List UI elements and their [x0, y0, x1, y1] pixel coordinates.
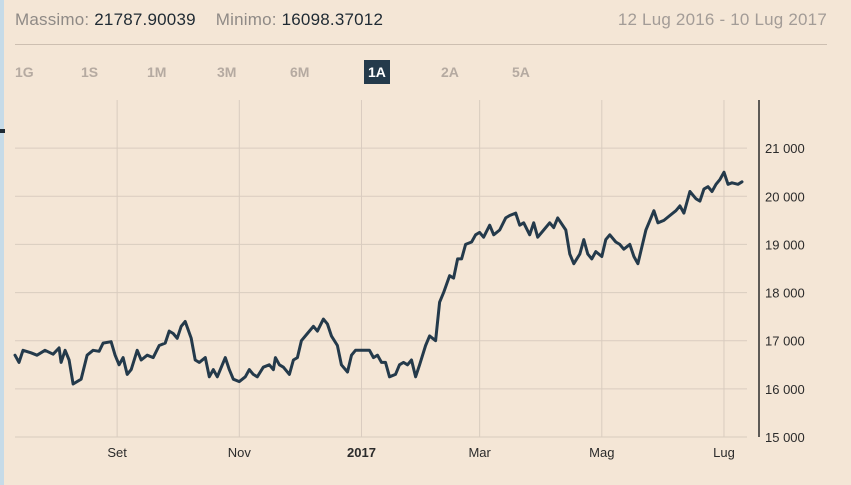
y-tick-label: 21 000 [765, 141, 805, 156]
tab-1m[interactable]: 1M [147, 64, 167, 80]
max-stat: Massimo: 21787.90039 [15, 10, 196, 30]
y-tick-label: 20 000 [765, 189, 805, 204]
x-tick-label: Nov [228, 445, 252, 460]
x-tick-label: Set [107, 445, 127, 460]
tab-1s[interactable]: 1S [81, 64, 99, 80]
y-tick-label: 19 000 [765, 237, 805, 252]
tab-3m[interactable]: 3M [217, 64, 237, 80]
y-tick-label: 18 000 [765, 286, 805, 301]
min-label: Minimo: [215, 10, 277, 29]
line-chart: 15 000 16 000 17 000 18 000 19 000 20 000 21 0… [13, 100, 805, 460]
chart-area: 15 000 16 000 17 000 18 000 19 000 20 000 21 0… [0, 95, 851, 470]
min-stat: Minimo: 16098.37012 [216, 10, 383, 30]
x-tick-label: Mag [589, 445, 614, 460]
tab-5a[interactable]: 5A [512, 64, 530, 80]
max-value: 21787.90039 [94, 10, 196, 29]
y-tick-label: 17 000 [765, 334, 805, 349]
max-label: Massimo: [15, 10, 90, 29]
tab-6m[interactable]: 6M [290, 64, 310, 80]
tab-2a[interactable]: 2A [441, 64, 459, 80]
date-range: 12 Lug 2016 - 10 Lug 2017 [617, 10, 827, 29]
y-tick-label: 15 000 [765, 430, 805, 445]
x-tick-label: Mar [468, 445, 491, 460]
tab-1g[interactable]: 1G [15, 64, 34, 80]
y-tick-label: 16 000 [765, 382, 805, 397]
min-value: 16098.37012 [281, 10, 384, 29]
series-line [13, 170, 744, 386]
tab-1a[interactable]: 1A [364, 60, 390, 84]
left-edge-strip [0, 0, 4, 485]
x-tick-label: Lug [713, 445, 735, 460]
stats-header: Massimo: 21787.90039 Minimo: 16098.37012… [15, 10, 827, 45]
x-tick-label: 2017 [347, 445, 376, 460]
left-edge-marker [0, 129, 5, 133]
